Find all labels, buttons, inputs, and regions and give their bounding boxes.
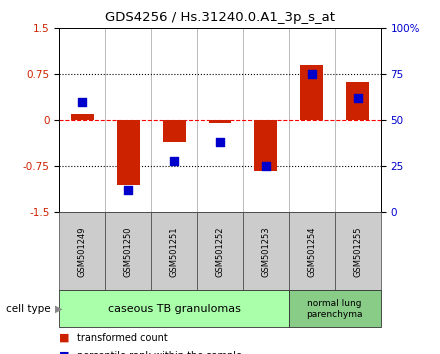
Text: transformed count: transformed count — [77, 333, 168, 343]
Bar — [71, 114, 94, 120]
Point — [171, 158, 178, 164]
Text: cell type: cell type — [6, 304, 51, 314]
Text: GSM501249: GSM501249 — [78, 226, 87, 276]
Text: GSM501254: GSM501254 — [307, 226, 316, 276]
Text: GSM501250: GSM501250 — [124, 226, 133, 276]
Point — [125, 188, 132, 193]
Bar — [59, 290, 289, 327]
Text: GSM501252: GSM501252 — [216, 226, 224, 276]
Bar — [151, 212, 197, 290]
Text: GSM501253: GSM501253 — [261, 226, 271, 277]
Bar — [300, 65, 323, 120]
Bar — [197, 212, 243, 290]
Bar — [254, 120, 277, 171]
Bar — [117, 120, 140, 185]
Text: GSM501251: GSM501251 — [169, 226, 179, 276]
Bar — [346, 82, 369, 120]
Bar — [335, 212, 381, 290]
Text: ■: ■ — [59, 351, 70, 354]
Text: caseous TB granulomas: caseous TB granulomas — [108, 304, 241, 314]
Bar — [243, 212, 289, 290]
Bar — [59, 212, 105, 290]
Bar — [163, 120, 186, 142]
Text: percentile rank within the sample: percentile rank within the sample — [77, 351, 242, 354]
Text: GDS4256 / Hs.31240.0.A1_3p_s_at: GDS4256 / Hs.31240.0.A1_3p_s_at — [105, 11, 335, 24]
Point — [216, 139, 224, 145]
Point — [262, 164, 269, 169]
Point — [354, 96, 361, 101]
Bar — [209, 120, 231, 124]
Text: ■: ■ — [59, 333, 70, 343]
Text: ▶: ▶ — [55, 304, 62, 314]
Bar — [289, 212, 335, 290]
Text: GSM501255: GSM501255 — [353, 226, 362, 276]
Point — [308, 72, 315, 77]
Text: normal lung
parenchyma: normal lung parenchyma — [307, 299, 363, 319]
Bar — [289, 290, 381, 327]
Point — [79, 99, 86, 105]
Bar — [105, 212, 151, 290]
